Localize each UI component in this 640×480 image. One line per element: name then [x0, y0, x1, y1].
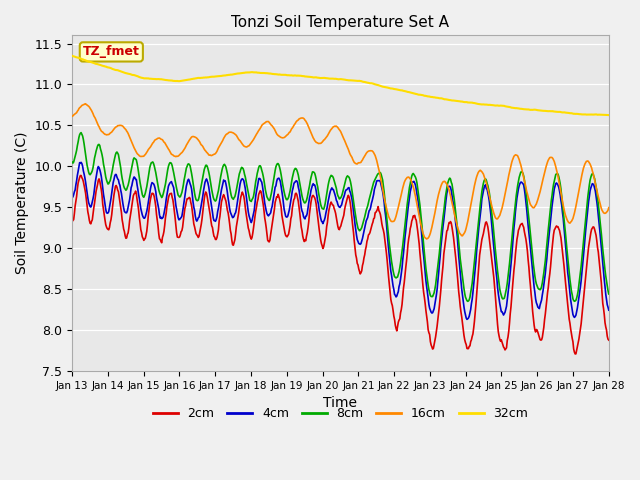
Legend: 2cm, 4cm, 8cm, 16cm, 32cm: 2cm, 4cm, 8cm, 16cm, 32cm — [147, 402, 533, 425]
Title: Tonzi Soil Temperature Set A: Tonzi Soil Temperature Set A — [232, 15, 449, 30]
Y-axis label: Soil Temperature (C): Soil Temperature (C) — [15, 132, 29, 275]
X-axis label: Time: Time — [323, 396, 358, 410]
Text: TZ_fmet: TZ_fmet — [83, 46, 140, 59]
